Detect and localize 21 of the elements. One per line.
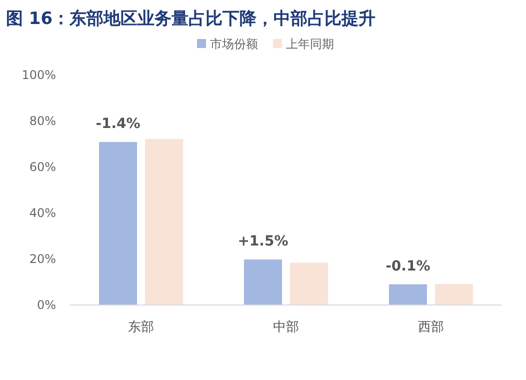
x-tick-label: 西部 bbox=[418, 320, 444, 335]
bar bbox=[98, 142, 138, 305]
bar bbox=[434, 284, 474, 305]
y-tick-label: 80% bbox=[29, 114, 56, 128]
legend-label: 市场份额 bbox=[210, 37, 258, 51]
x-tick-label: 中部 bbox=[273, 320, 299, 335]
bar bbox=[145, 138, 184, 305]
bar bbox=[244, 259, 282, 305]
bar bbox=[290, 262, 328, 305]
bar bbox=[388, 284, 427, 305]
y-tick-label: 40% bbox=[29, 206, 56, 220]
y-tick-label: 0% bbox=[36, 298, 56, 312]
chart-title: 图 16：东部地区业务量占比下降，中部占比提升 bbox=[6, 9, 376, 29]
legend-label: 上年同期 bbox=[286, 37, 334, 51]
annotation: +1.5% bbox=[238, 233, 288, 250]
y-tick-label: 20% bbox=[29, 252, 56, 266]
y-tick-label: 100% bbox=[22, 68, 56, 82]
annotation: -1.4% bbox=[96, 116, 140, 132]
x-tick-label: 东部 bbox=[128, 320, 154, 335]
annotation: -0.1% bbox=[386, 258, 430, 274]
y-tick-label: 60% bbox=[29, 160, 56, 174]
